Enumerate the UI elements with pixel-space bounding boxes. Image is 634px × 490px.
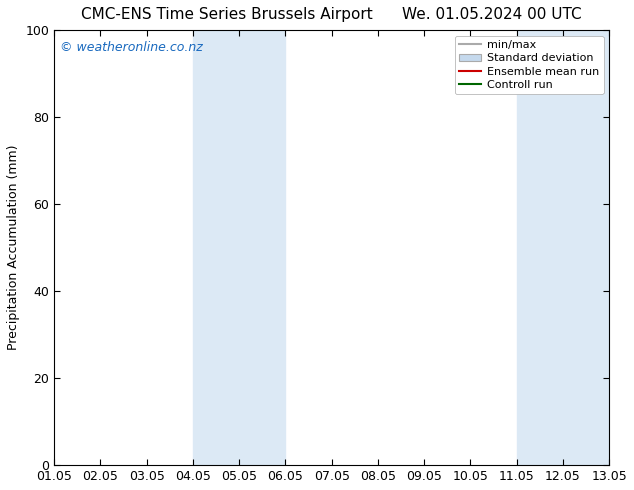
Title: CMC-ENS Time Series Brussels Airport      We. 01.05.2024 00 UTC: CMC-ENS Time Series Brussels Airport We.… [81,7,582,22]
Text: © weatheronline.co.nz: © weatheronline.co.nz [60,41,202,54]
Y-axis label: Precipitation Accumulation (mm): Precipitation Accumulation (mm) [7,145,20,350]
Legend: min/max, Standard deviation, Ensemble mean run, Controll run: min/max, Standard deviation, Ensemble me… [455,36,604,95]
Bar [517,30,609,465]
Bar [193,30,285,465]
